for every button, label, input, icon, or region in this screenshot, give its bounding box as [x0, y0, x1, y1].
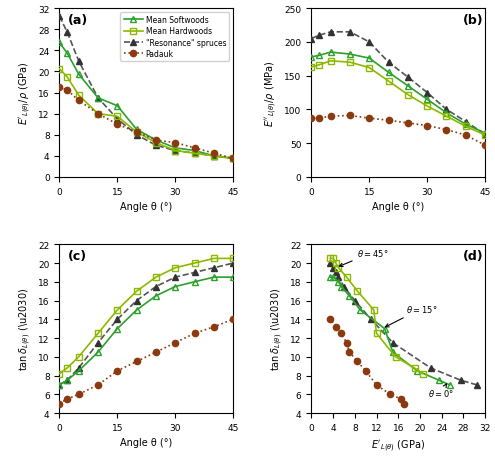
Y-axis label: $\tan\delta_{L(\theta)}$ (\u2030): $\tan\delta_{L(\theta)}$ (\u2030) — [17, 287, 33, 370]
Y-axis label: $\tan\delta_{L(\theta)}$ (\u2030): $\tan\delta_{L(\theta)}$ (\u2030) — [269, 287, 285, 370]
X-axis label: $E'_{L(\theta)}$ (GPa): $E'_{L(\theta)}$ (GPa) — [371, 437, 425, 453]
Y-axis label: $E''_{L(\theta)}/\rho$ (MPa): $E''_{L(\theta)}/\rho$ (MPa) — [263, 60, 279, 126]
Y-axis label: $E'_{L(\theta)}/\rho$ (GPa): $E'_{L(\theta)}/\rho$ (GPa) — [17, 62, 33, 125]
Text: (a): (a) — [68, 14, 88, 27]
X-axis label: Angle θ (°): Angle θ (°) — [372, 202, 424, 212]
Text: $\theta = 15\degree$: $\theta = 15\degree$ — [386, 303, 438, 327]
Text: (d): (d) — [462, 250, 483, 263]
X-axis label: Angle θ (°): Angle θ (°) — [120, 202, 172, 212]
Text: (b): (b) — [462, 14, 483, 27]
X-axis label: Angle θ (°): Angle θ (°) — [120, 437, 172, 448]
Text: (c): (c) — [68, 250, 87, 263]
Text: $\theta = 0\degree$: $\theta = 0\degree$ — [428, 384, 454, 398]
Text: $\theta = 45\degree$: $\theta = 45\degree$ — [340, 247, 389, 267]
Legend: Mean Softwoods, Mean Hardwoods, "Resonance" spruces, Padauk: Mean Softwoods, Mean Hardwoods, "Resonan… — [120, 13, 229, 62]
